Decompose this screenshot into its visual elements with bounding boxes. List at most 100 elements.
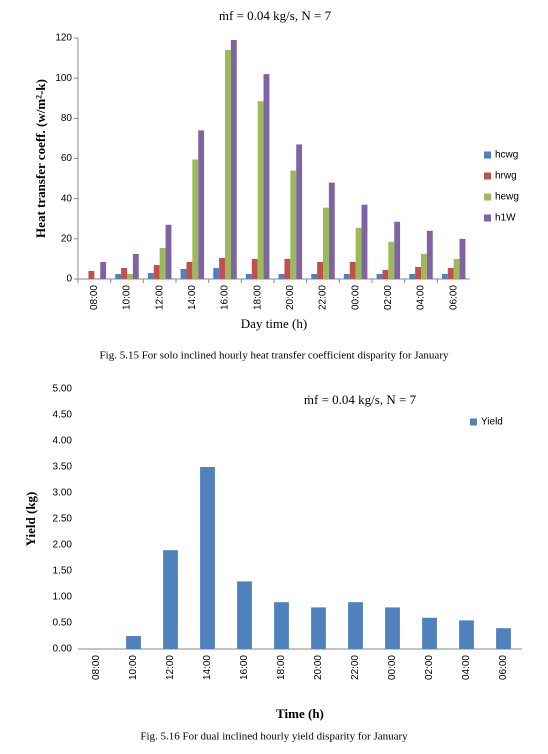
bar [274, 602, 289, 649]
x-tick-label: 02:00 [424, 655, 435, 680]
bar [180, 268, 187, 279]
legend-label: hewg [495, 192, 519, 203]
bar [219, 257, 225, 279]
bar [328, 182, 335, 279]
x-tick-label: 22:00 [318, 285, 329, 310]
legend-label: Yield [481, 417, 503, 428]
x-tick-label: 18:00 [252, 285, 263, 310]
bar [159, 247, 166, 279]
y-tick-label: 4.50 [53, 410, 73, 421]
y-tick-label: 0.50 [53, 618, 73, 629]
bar [115, 273, 122, 279]
legend-swatch [470, 418, 477, 426]
y-tick-label: 100 [55, 73, 72, 84]
caption: Fig. 5.16 For dual inclined hourly yield… [140, 731, 408, 743]
x-tick-label: 22:00 [350, 655, 361, 680]
x-tick-label: 12:00 [165, 655, 176, 680]
bar [459, 620, 474, 649]
bar [192, 159, 199, 279]
y-tick-label: 5.00 [53, 384, 73, 395]
chart-title: ṁf = 0.04 kg/s, N = 7 [219, 8, 332, 23]
bar [147, 272, 154, 279]
bar [311, 273, 318, 279]
bar [323, 207, 329, 279]
y-tick-label: 2.00 [53, 540, 73, 551]
bar [200, 467, 215, 649]
y-tick-label: 3.00 [53, 488, 73, 499]
bar [459, 238, 466, 279]
bar [426, 230, 433, 279]
bar [348, 602, 363, 649]
bar [447, 267, 454, 279]
x-tick-label: 14:00 [187, 285, 198, 310]
x-tick-label: 20:00 [313, 655, 324, 680]
x-tick-label: 06:00 [498, 655, 509, 680]
x-tick-label: 16:00 [220, 285, 231, 310]
x-axis-label: Day time (h) [241, 316, 307, 331]
bar [421, 253, 427, 279]
y-axis-label: Heat transfer coeff. (w/m²-k) [33, 79, 48, 238]
x-tick-label: 08:00 [91, 655, 102, 680]
bar [409, 273, 416, 279]
y-tick-label: 1.00 [53, 592, 73, 603]
bar [126, 636, 141, 649]
y-tick-label: 60 [61, 153, 73, 164]
bar [284, 258, 291, 279]
x-tick-label: 12:00 [154, 285, 165, 310]
bar [132, 253, 139, 279]
y-tick-label: 80 [61, 113, 73, 124]
legend-swatch [484, 172, 491, 180]
legend-label: h1W [495, 213, 516, 224]
bar [263, 74, 270, 280]
x-tick-label: 14:00 [202, 655, 213, 680]
bar [441, 273, 448, 279]
caption: Fig. 5.15 For solo inclined hourly heat … [100, 350, 449, 362]
bar [317, 261, 323, 279]
bar [376, 273, 383, 279]
bar [213, 267, 220, 279]
bar [278, 273, 285, 279]
x-tick-label: 18:00 [276, 655, 287, 680]
chart-title: ṁf = 0.04 kg/s, N = 7 [304, 392, 417, 407]
bar [453, 258, 460, 279]
x-tick-label: 00:00 [387, 655, 398, 680]
x-tick-label: 10:00 [128, 655, 139, 680]
bar [186, 261, 193, 279]
x-tick-label: 02:00 [383, 285, 394, 310]
bar [230, 40, 237, 280]
y-tick-label: 1.50 [53, 566, 73, 577]
y-tick-label: 3.50 [53, 462, 73, 473]
x-tick-label: 20:00 [285, 285, 296, 310]
x-tick-label: 00:00 [350, 285, 361, 310]
bar [88, 270, 95, 279]
bar [100, 261, 107, 279]
x-tick-label: 08:00 [89, 285, 100, 310]
legend-label: hrwg [495, 171, 517, 182]
bar [237, 581, 252, 649]
legend-label: hcwg [495, 150, 518, 161]
bar [121, 267, 127, 279]
y-axis-label: Yield (kg) [23, 492, 38, 547]
y-tick-label: 4.00 [53, 436, 73, 447]
x-tick-label: 10:00 [122, 285, 133, 310]
bar [290, 170, 297, 279]
legend-swatch [484, 214, 491, 222]
x-axis-label: Time (h) [276, 706, 324, 721]
bar [296, 144, 303, 279]
bar [382, 269, 389, 279]
x-tick-label: 04:00 [416, 285, 427, 310]
y-tick-label: 120 [55, 33, 72, 44]
bar [385, 607, 400, 649]
bar [422, 617, 437, 649]
bar [394, 221, 401, 279]
y-tick-label: 0 [66, 274, 72, 285]
y-tick-label: 20 [61, 233, 73, 244]
bar [343, 273, 350, 279]
bar [251, 258, 258, 279]
bar [163, 550, 178, 649]
y-tick-label: 0.00 [53, 644, 73, 655]
bar [349, 261, 356, 279]
x-tick-label: 06:00 [448, 285, 459, 310]
